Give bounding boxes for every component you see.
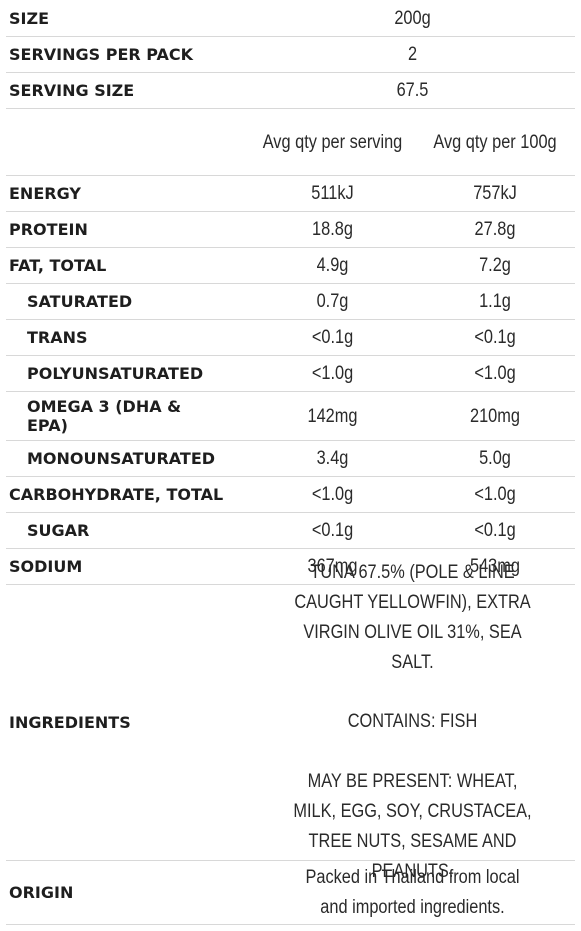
value-per-100g: 543mg (470, 556, 520, 577)
value-per-100g: <0.1g (474, 327, 516, 348)
value-per-serving: 142mg (307, 405, 358, 427)
row-value: 2 (407, 44, 418, 65)
value-per-100g: 757kJ (473, 183, 517, 204)
row-label: SUGAR (27, 521, 90, 540)
value-per-serving: 367mg (307, 556, 358, 577)
row-label: FAT, TOTAL (9, 256, 107, 275)
row-serving-size: SERVING SIZE 67.5 (6, 73, 575, 109)
nutrition-table: SIZE 200g SERVINGS PER PACK 2 SERVING SI… (6, 0, 575, 925)
row-fat-total: FAT, TOTAL 4.9g 7.2g (6, 248, 575, 284)
row-sodium: SODIUM 367mg 543mg (6, 549, 575, 585)
row-value: 67.5 (396, 80, 429, 101)
allergen-contains: CONTAINS: FISH (347, 710, 478, 732)
row-label: SATURATED (27, 292, 133, 311)
row-servings-per-pack: SERVINGS PER PACK 2 (6, 37, 575, 73)
allergen-may-be-present: MAY BE PRESENT: WHEAT, MILK, EGG, SOY, C… (293, 770, 532, 882)
row-label: SERVING SIZE (9, 81, 135, 100)
column-header-per-serving: Avg qty per serving (262, 131, 403, 153)
row-trans: TRANS <0.1g <0.1g (6, 320, 575, 356)
value-per-100g: <1.0g (474, 484, 516, 505)
row-origin: ORIGIN Packed in Thailand from local and… (6, 861, 575, 925)
value-per-serving: 4.9g (316, 255, 349, 276)
row-label: MONOUNSATURATED (27, 449, 216, 468)
row-value: 200g (394, 7, 431, 29)
row-saturated: SATURATED 0.7g 1.1g (6, 284, 575, 320)
value-per-100g: 1.1g (479, 291, 511, 312)
column-header-row: Avg qty per serving Avg qty per 100g (6, 109, 575, 176)
ingredients-block: TUNA 67.5% (POLE & LINE CAUGHT YELLOWFIN… (250, 555, 575, 891)
row-size: SIZE 200g (6, 0, 575, 37)
value-per-100g: 210mg (470, 405, 520, 427)
row-label: PROTEIN (9, 220, 88, 239)
row-energy: ENERGY 511kJ 757kJ (6, 176, 575, 212)
value-per-serving: <1.0g (311, 363, 354, 384)
row-omega-3: OMEGA 3 (DHA & EPA) 142mg 210mg (6, 392, 575, 441)
row-label: SODIUM (9, 557, 83, 576)
row-ingredients: INGREDIENTS TUNA 67.5% (POLE & LINE CAUG… (6, 562, 575, 882)
value-per-100g: 7.2g (479, 255, 511, 276)
row-label: OMEGA 3 (DHA & EPA) (27, 397, 182, 435)
row-label: CARBOHYDRATE, TOTAL (9, 485, 224, 504)
row-label: SERVINGS PER PACK (9, 45, 194, 64)
row-monounsaturated: MONOUNSATURATED 3.4g 5.0g (6, 441, 575, 477)
row-label: TRANS (27, 328, 88, 347)
ingredients-label: INGREDIENTS (9, 713, 131, 732)
ingredients-text: TUNA 67.5% (POLE & LINE CAUGHT YELLOWFIN… (294, 561, 531, 673)
row-polyunsaturated: POLYUNSATURATED <1.0g <1.0g (6, 356, 575, 392)
value-per-serving: 18.8g (312, 219, 353, 240)
column-header-per-100g: Avg qty per 100g (433, 131, 557, 153)
value-per-100g: 5.0g (479, 448, 511, 469)
row-sugar: SUGAR <0.1g <0.1g (6, 513, 575, 549)
value-per-serving: 3.4g (316, 448, 349, 469)
row-carbohydrate-total: CARBOHYDRATE, TOTAL <1.0g <1.0g (6, 477, 575, 513)
row-label: ENERGY (9, 184, 81, 203)
origin-text: Packed in Thailand from local and import… (305, 866, 520, 918)
row-protein: PROTEIN 18.8g 27.8g (6, 212, 575, 248)
value-per-serving: <0.1g (311, 327, 354, 348)
value-per-100g: <1.0g (474, 363, 516, 384)
row-label: SIZE (9, 8, 50, 28)
value-per-serving: 511kJ (311, 183, 354, 204)
value-per-serving: <1.0g (311, 484, 354, 505)
value-per-100g: <0.1g (474, 520, 516, 541)
value-per-serving: <0.1g (311, 520, 354, 541)
row-label: POLYUNSATURATED (27, 364, 204, 383)
origin-label: ORIGIN (9, 883, 74, 902)
value-per-serving: 0.7g (316, 291, 349, 312)
value-per-100g: 27.8g (474, 219, 516, 240)
